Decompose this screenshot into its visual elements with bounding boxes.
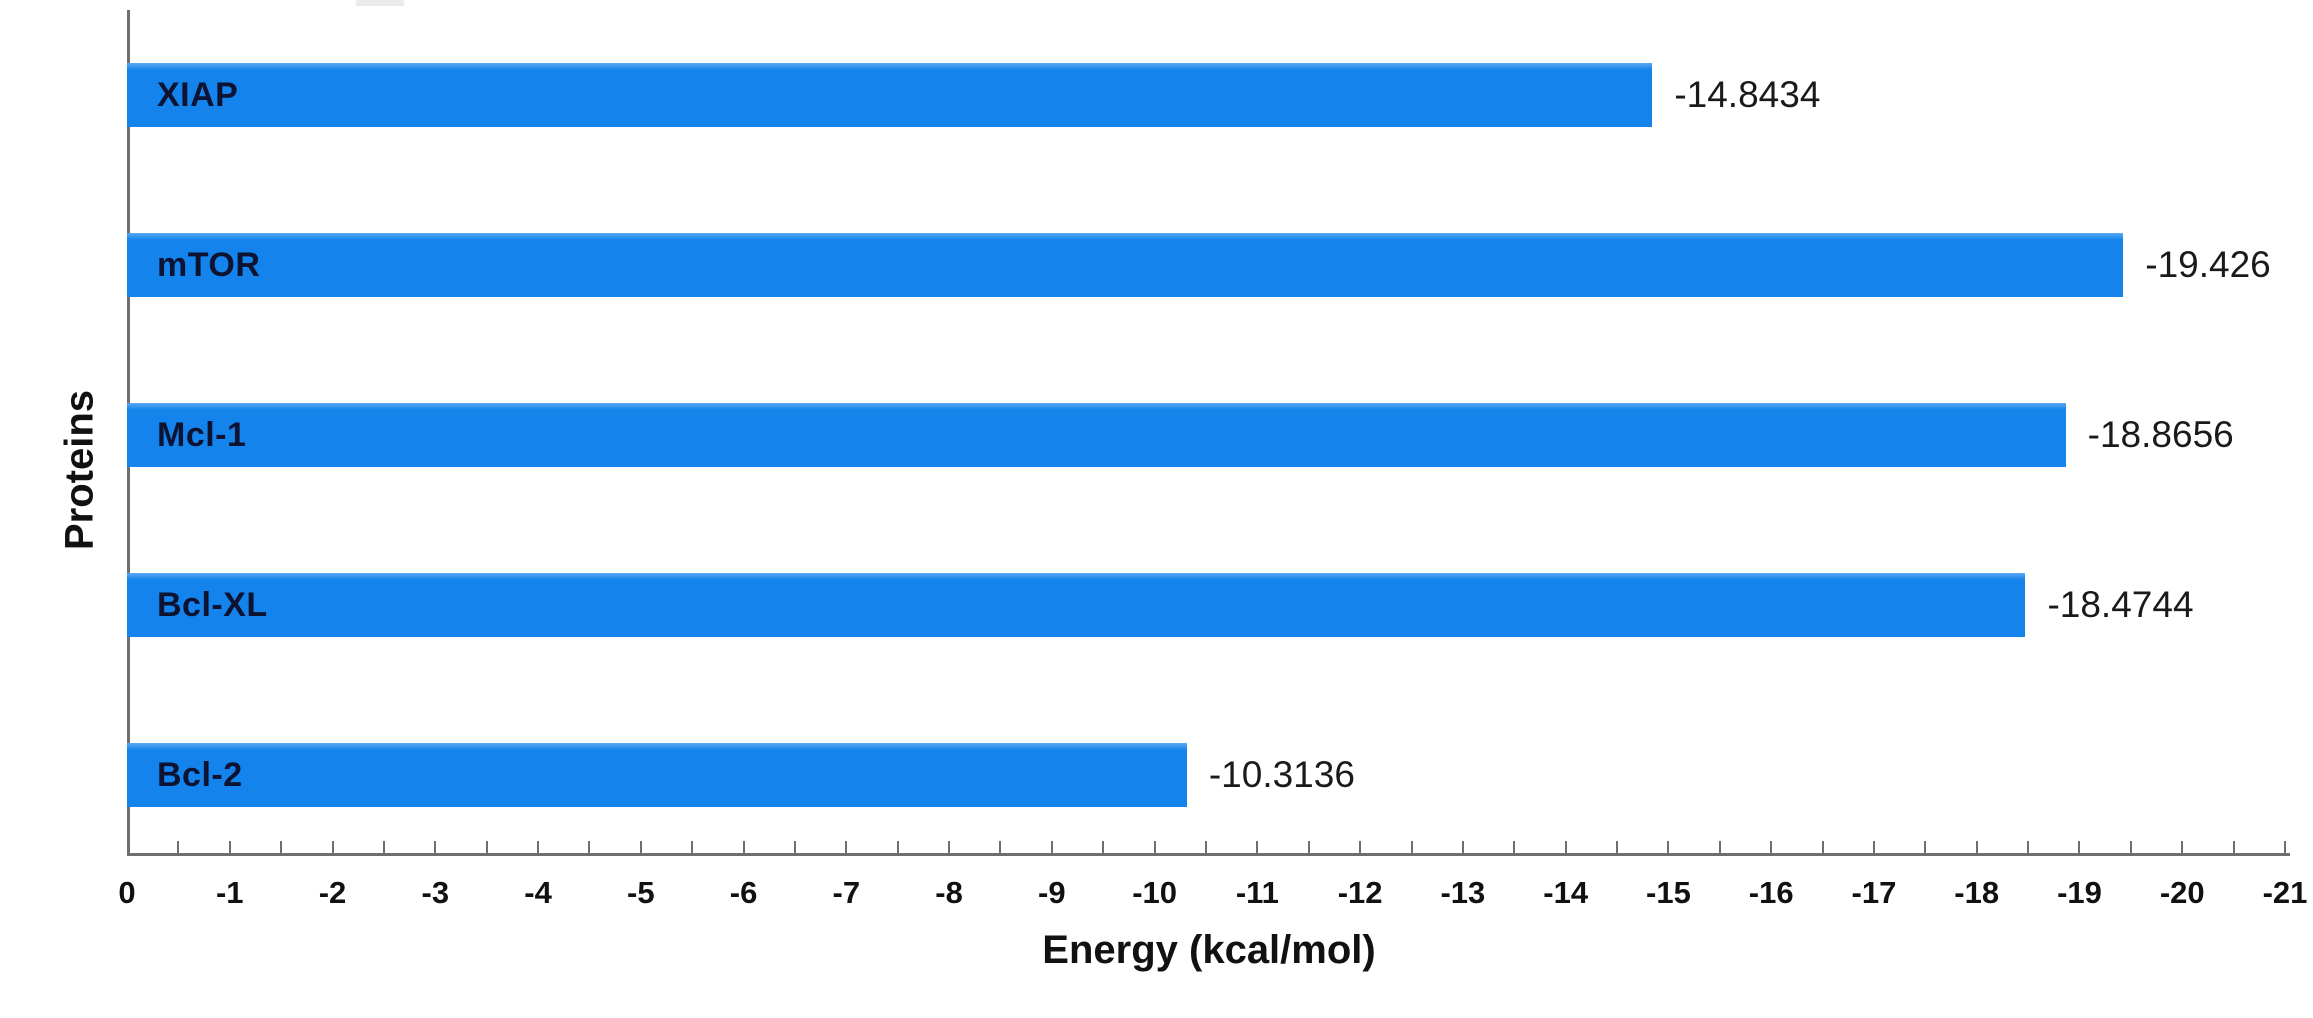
- x-axis-tick: [742, 841, 745, 853]
- x-axis-title: Energy (kcal/mol): [1042, 928, 1376, 972]
- bar-Bcl-XL: Bcl-XL: [127, 573, 2026, 637]
- x-axis-tick: [434, 841, 437, 853]
- x-axis-tick: [331, 841, 334, 853]
- x-axis-tick-label: -15: [1646, 875, 1691, 910]
- x-axis-tick: [280, 841, 283, 853]
- x-axis-tick: [1256, 841, 1259, 853]
- x-axis-tick: [1667, 841, 1670, 853]
- y-axis-title: Proteins: [57, 389, 102, 551]
- x-axis-tick-label: -2: [318, 875, 347, 910]
- x-axis-tick: [537, 841, 540, 853]
- x-axis-tick-label: -9: [1038, 875, 1066, 910]
- x-axis-tick: [1153, 841, 1156, 853]
- x-axis-tick: [382, 841, 385, 853]
- x-axis-tick: [691, 841, 694, 853]
- x-axis-tick: [1461, 841, 1464, 853]
- bar-mTOR: mTOR: [127, 233, 2124, 297]
- x-axis-tick: [1513, 841, 1516, 853]
- x-axis-tick: [2232, 841, 2235, 853]
- x-axis-tick: [1410, 841, 1413, 853]
- x-axis-tick-label: -16: [1748, 875, 1794, 910]
- x-axis-tick-label: -7: [832, 875, 861, 910]
- x-axis-tick-label: -11: [1235, 875, 1279, 910]
- x-axis-tick-label: -12: [1337, 875, 1383, 910]
- bar-XIAP: XIAP: [127, 63, 1653, 127]
- cropped-text-artifact: [356, 0, 404, 6]
- x-axis-tick-label: -6: [729, 875, 758, 910]
- x-axis-tick: [1102, 841, 1105, 853]
- bar-value-label: -10.3136: [1208, 754, 1355, 795]
- x-axis-tick: [845, 841, 848, 853]
- bar-category-label: Mcl-1: [157, 415, 247, 454]
- bar-category-label: Bcl-XL: [157, 585, 268, 624]
- x-axis-tick: [1205, 841, 1207, 853]
- x-axis-tick: [1872, 841, 1875, 853]
- x-axis-tick-label: -19: [2057, 875, 2102, 910]
- x-axis-tick: [2284, 841, 2286, 853]
- x-axis-tick: [2181, 841, 2184, 853]
- x-axis-tick: [999, 841, 1002, 853]
- x-axis-line: [127, 853, 2290, 856]
- x-axis-tick: [1307, 841, 1310, 853]
- bar-value-label: -18.8656: [2087, 414, 2234, 455]
- bar-value-label: -14.8434: [1674, 74, 1821, 115]
- bar-Bcl-2: Bcl-2: [127, 743, 1187, 807]
- x-axis-tick-label: -18: [1954, 875, 2000, 910]
- x-axis-tick-label: -17: [1851, 875, 1897, 910]
- x-axis-tick-label: 0: [118, 875, 136, 910]
- x-axis-tick: [1924, 841, 1927, 853]
- x-axis-tick-label: -10: [1132, 875, 1178, 910]
- x-axis-tick: [793, 841, 796, 853]
- x-axis-tick: [1718, 841, 1721, 853]
- bar-value-label: -18.4744: [2047, 584, 2194, 625]
- x-axis-tick: [177, 841, 180, 853]
- x-axis-tick: [2078, 841, 2081, 853]
- x-axis-tick: [588, 841, 591, 853]
- x-axis-tick: [485, 841, 488, 853]
- x-axis-tick-label: -3: [421, 875, 450, 910]
- x-axis-tick: [948, 841, 951, 853]
- x-axis-tick: [896, 841, 899, 853]
- x-axis-tick-label: -13: [1440, 875, 1486, 910]
- x-axis-tick: [1975, 841, 1978, 853]
- x-axis-tick-label: -1: [215, 875, 244, 910]
- bar-value-label: -19.426: [2145, 244, 2271, 285]
- x-axis-tick: [2129, 841, 2132, 853]
- bar-category-label: XIAP: [157, 75, 239, 114]
- bar-category-label: Bcl-2: [157, 755, 243, 794]
- x-axis-tick: [2027, 841, 2030, 853]
- x-axis-tick-label: -21: [2262, 875, 2308, 910]
- bar-Mcl-1: Mcl-1: [127, 403, 2066, 467]
- x-axis-tick: [1616, 841, 1619, 853]
- x-axis-tick: [639, 841, 642, 853]
- x-axis-tick: [1770, 841, 1773, 853]
- x-axis-tick-label: -14: [1543, 875, 1589, 910]
- x-axis-tick: [228, 841, 231, 853]
- x-axis-tick-label: -5: [627, 875, 655, 910]
- x-axis-tick: [1821, 841, 1824, 853]
- x-axis-tick-label: -4: [524, 875, 552, 910]
- x-axis-tick: [1564, 841, 1567, 853]
- x-axis-tick: [1050, 841, 1053, 853]
- bar-category-label: mTOR: [157, 245, 261, 284]
- x-axis-tick: [1359, 841, 1362, 853]
- x-axis-tick-label: -8: [935, 875, 963, 910]
- x-axis-tick-label: -20: [2159, 875, 2205, 910]
